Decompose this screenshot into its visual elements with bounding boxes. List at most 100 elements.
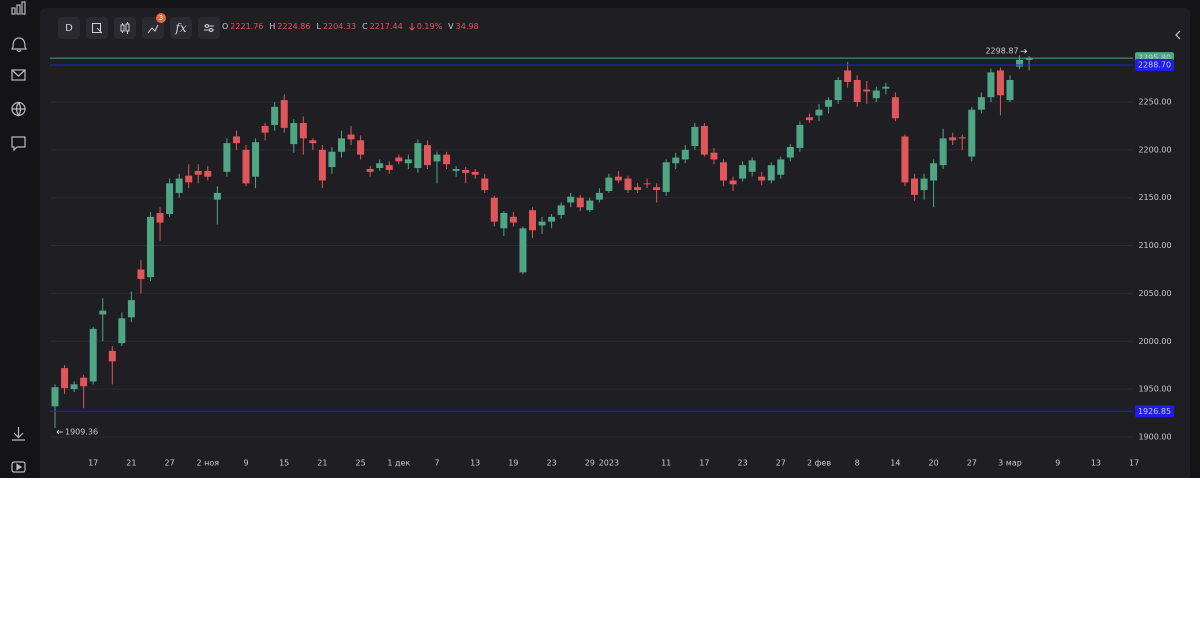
y-tick-label: 2250.00 [1138,97,1171,106]
mail-icon-flap [11,69,26,77]
candle-body [500,213,508,229]
candle-body [299,123,307,139]
indicators-icon [147,24,159,34]
candle-body [347,134,355,140]
candle-body [662,162,670,192]
candle-body [605,177,613,192]
candle-body [949,137,957,141]
x-tick-label: 8 [855,459,860,468]
candle-body [290,123,298,145]
candle-body [863,89,871,92]
price-label: 2288.70 [1138,60,1171,69]
x-tick-label: 15 [279,459,289,468]
candle-body [901,136,909,183]
candle-body [911,178,918,195]
candle-body [634,187,642,191]
low-arrow [56,429,63,435]
formula-button[interactable]: fx [170,17,192,39]
candle-body [462,169,470,173]
candle-body [338,138,345,152]
ohlc-item: H 2224.86 [269,22,310,31]
logo-icon[interactable] [11,1,26,15]
x-tick-label: 17 [88,459,98,468]
change: 0.19% [408,22,442,31]
x-tick-label: 14 [890,459,900,468]
candle-body [481,178,489,191]
candle-body [643,183,651,185]
x-tick-label: 1 дек [387,459,410,468]
candle-body [576,197,584,208]
candle-body [891,97,899,119]
alerts-icon[interactable] [11,37,27,53]
candle-body [70,384,78,390]
candle-body [309,140,317,144]
candle-body [242,149,250,184]
x-tick-label: 13 [470,459,480,468]
x-tick-label: 27 [165,459,175,468]
x-tick-label: 23 [547,459,557,468]
download-icon[interactable] [12,427,25,441]
candle-body [748,160,756,172]
collapse-button[interactable] [1175,30,1181,40]
chat-icon[interactable] [11,136,26,152]
candle-body [137,269,145,280]
candle-body [395,157,403,162]
candle-body [147,216,154,278]
x-tick-label: 20 [929,459,939,468]
candle-body [595,192,603,200]
down-arrow [408,22,415,31]
candle-body [385,165,393,170]
candle-body [1006,79,1014,101]
candle-body [252,142,260,177]
candle-body [930,163,938,181]
candle-body [452,168,460,171]
mail-icon[interactable] [11,69,26,81]
x-tick-label: 13 [1091,459,1101,468]
indicator-badge: 3 [156,13,166,23]
x-tick-label: 17 [1129,459,1139,468]
candle-body [548,216,556,222]
candle-body [318,149,326,181]
candle-body [433,154,441,162]
x-tick-label: 2023 [599,459,619,468]
x-tick-label: 19 [508,459,518,468]
candle-body [185,175,193,183]
candle-body [61,368,69,389]
candle-body [1016,59,1024,67]
candle-body [213,192,221,200]
candle-body [614,176,622,181]
cursor-button[interactable] [86,17,108,39]
ohlc-label: H [269,22,276,31]
candle-body [538,221,546,226]
candle-body [691,126,699,147]
chart-type-button[interactable] [114,17,136,39]
x-tick-label: 29 [585,459,595,468]
interval-button[interactable]: D [58,17,80,39]
candle-body [529,210,536,231]
candle-body [624,178,632,191]
candle-body [108,350,116,362]
candle-body [557,205,565,215]
x-tick-label: 21 [317,459,327,468]
candle-body [204,170,212,177]
candle-body [653,187,661,191]
x-tick-label: 23 [738,459,748,468]
candle-body [968,109,976,157]
candle-body [777,159,785,175]
candle-body [710,152,718,160]
indicators-button[interactable]: 3 [142,13,166,39]
candle-body [156,213,164,223]
settings-button[interactable] [198,17,220,39]
candle-body [80,377,88,387]
price-label: 1926.85 [1138,407,1171,416]
candle-body [414,143,422,169]
low-marker: 1909.36 [65,428,98,437]
candle-body [586,200,594,211]
candle-body [280,100,288,128]
ohlc-label: C [362,22,368,31]
ohlc-item: C 2217.44 [362,22,403,31]
x-tick-label: 11 [661,459,671,468]
video-icon[interactable] [11,461,26,473]
candle-body [99,310,107,315]
high-arrow [1020,48,1028,54]
